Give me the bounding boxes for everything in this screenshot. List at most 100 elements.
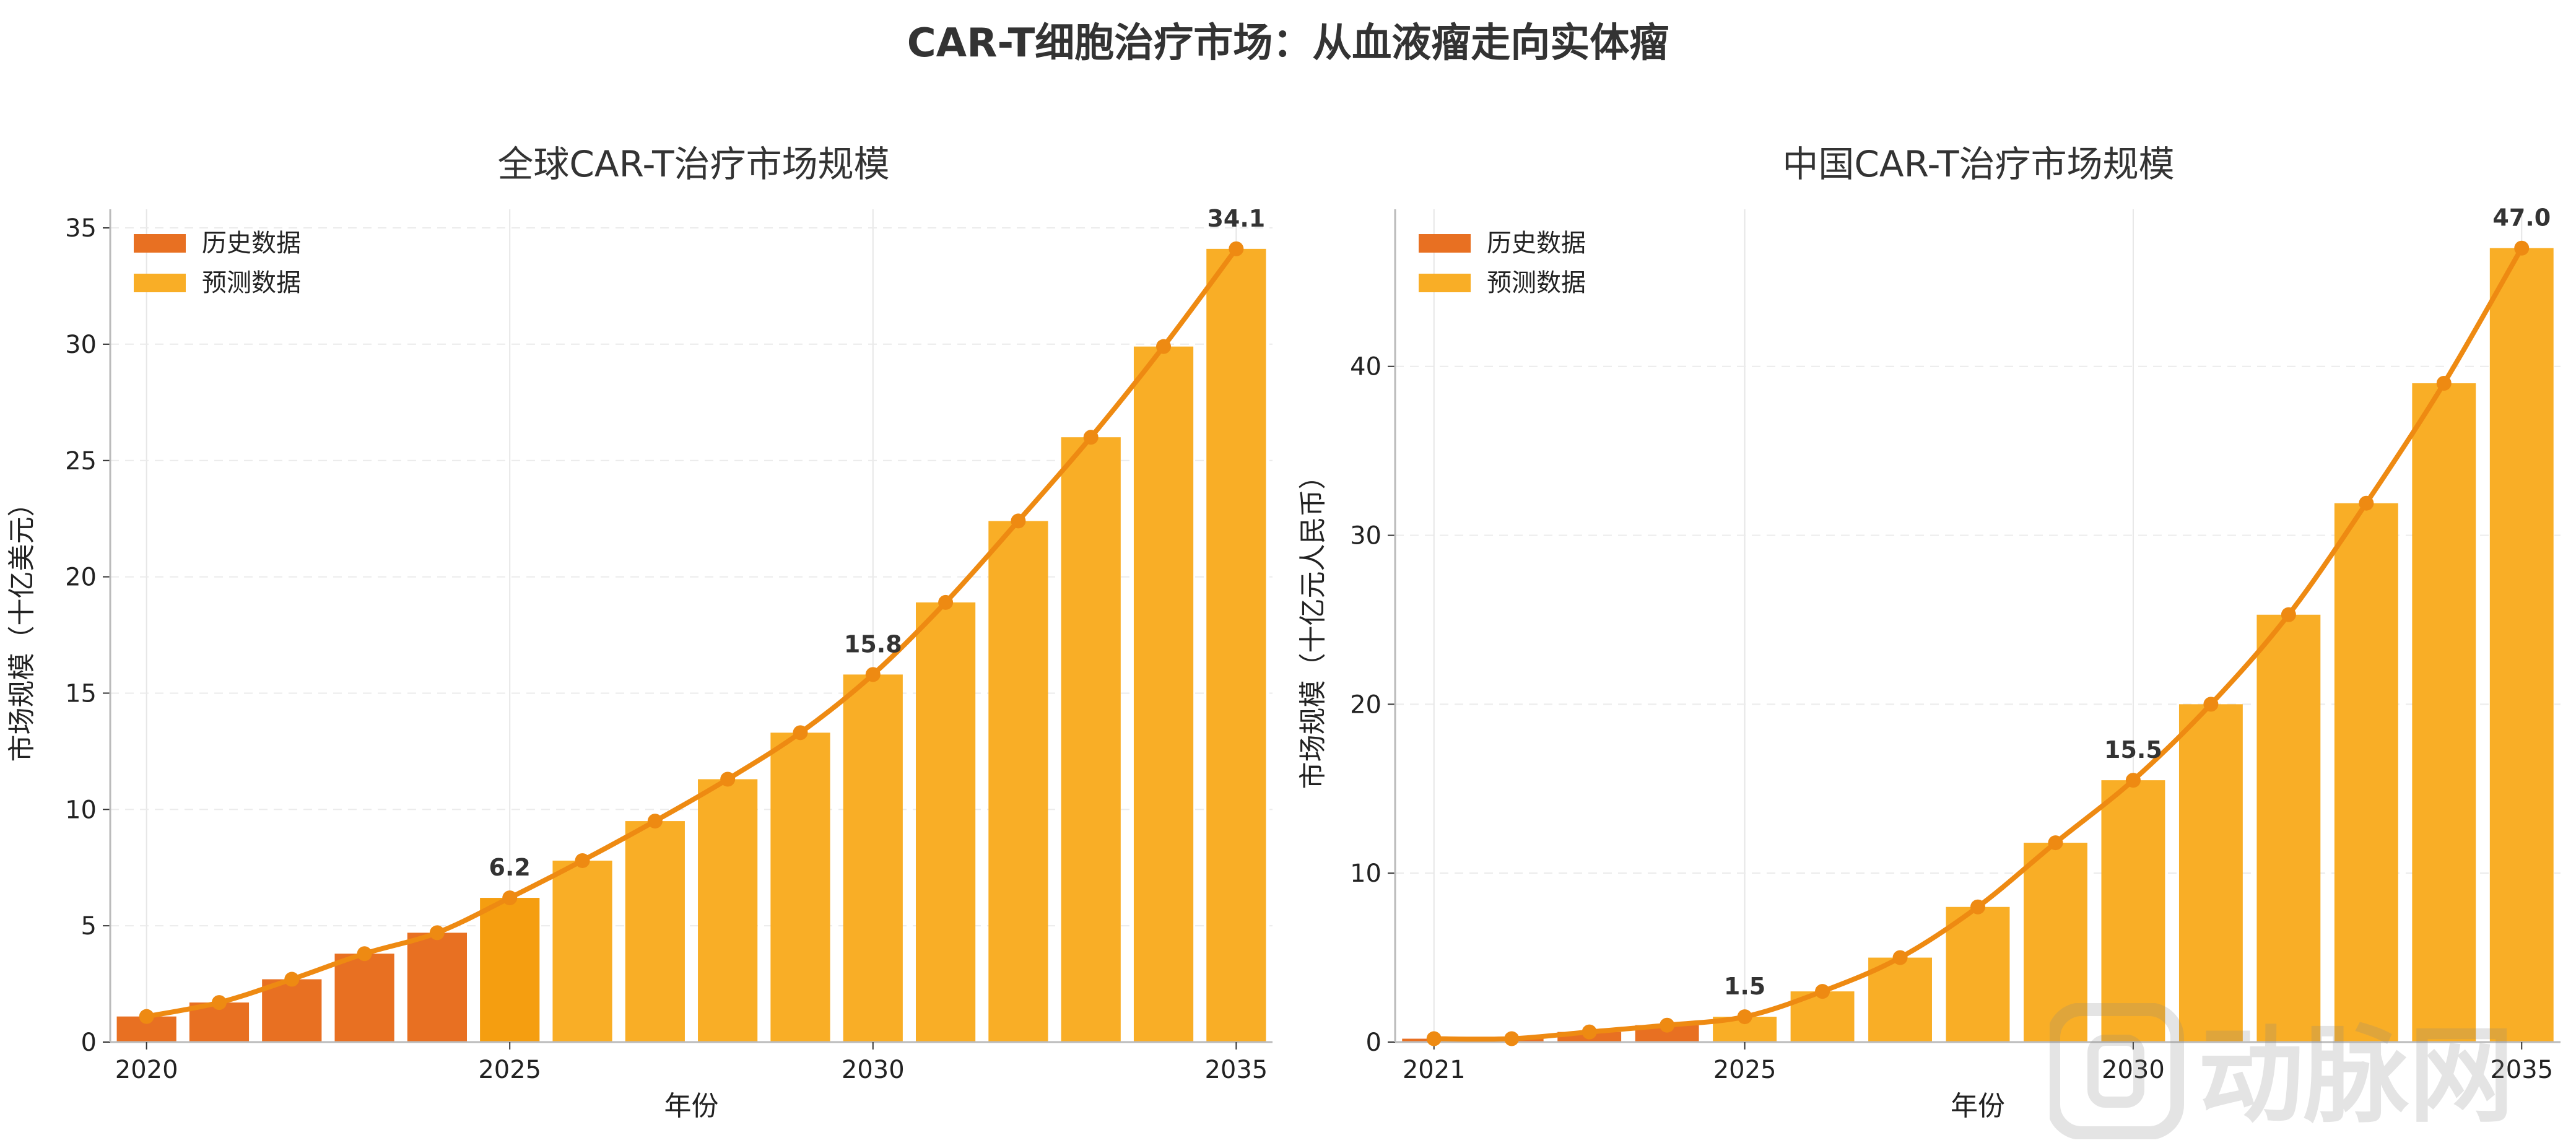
y-tick-label: 0 [81,1028,97,1057]
forecast-bar [480,898,540,1042]
trend-point [139,1009,154,1024]
forecast-bar [1868,957,1932,1042]
forecast-bar [1206,248,1266,1043]
data-label: 15.5 [2104,736,2162,763]
legend-swatch-forecast [134,274,186,292]
trend-point [2048,835,2063,851]
trend-point [1504,1031,1520,1046]
y-tick-label: 35 [65,214,97,243]
y-tick-label: 40 [1350,353,1382,381]
forecast-bar [625,821,685,1042]
main-title: CAR-T细胞治疗市场：从血液瘤走向实体瘤 [907,20,1669,66]
left-chart-title: 全球CAR-T治疗市场规模 [497,143,890,185]
trend-point [1737,1009,1752,1025]
forecast-bar [1061,437,1121,1042]
trend-point [2514,240,2530,256]
trend-point [1660,1017,1675,1033]
legend-label-forecast: 预测数据 [1487,269,1586,297]
trend-point [2125,773,2141,788]
y-tick-label: 20 [1350,690,1382,719]
x-tick-label: 2021 [1403,1056,1466,1084]
forecast-bar [770,732,830,1042]
trend-point [575,853,590,868]
historical-bar [262,979,322,1042]
trend-point [2436,376,2452,391]
y-tick-label: 30 [1350,522,1382,550]
trend-point [2359,495,2374,511]
trend-point [357,946,372,962]
x-tick-label: 2030 [842,1056,905,1084]
y-tick-label: 20 [65,563,97,592]
x-axis-title: 年份 [664,1090,719,1122]
x-tick-label: 2035 [1204,1056,1268,1084]
forecast-bar [2489,248,2554,1042]
y-axis-title: 市场规模（十亿美元） [6,490,38,762]
historical-bar [334,954,394,1042]
x-axis-title: 年份 [1951,1090,2005,1122]
forecast-bar [2024,843,2087,1042]
forecast-bar [1133,346,1194,1042]
y-tick-label: 15 [65,679,97,708]
trend-point [1011,513,1026,529]
y-tick-label: 25 [65,447,97,476]
forecast-bar [1946,906,2010,1042]
trend-point [429,925,445,941]
legend-swatch-historical [1419,234,1471,253]
forecast-bar [698,779,758,1042]
y-tick-label: 5 [81,912,97,941]
trend-point [1815,984,1830,999]
trend-point [1229,241,1244,256]
legend-swatch-historical [134,234,186,253]
x-tick-label: 2025 [1713,1056,1777,1084]
trend-point [211,995,227,1010]
trend-point [793,725,808,741]
watermark-text: 动脉网 [2198,1015,2514,1137]
legend-swatch-forecast [1419,274,1471,292]
legend-label-historical: 历史数据 [1487,229,1586,258]
trend-point [284,971,300,987]
legend-label-forecast: 预测数据 [202,269,301,297]
forecast-bar [915,602,976,1042]
x-tick-label: 2020 [115,1056,178,1084]
x-tick-label: 2035 [2490,1056,2553,1084]
trend-point [1892,950,1908,965]
watermark-logo-icon [2050,1003,2184,1139]
data-label: 6.2 [489,854,531,881]
historical-bar [407,932,468,1042]
data-label: 15.8 [844,630,902,658]
forecast-bar [2256,614,2321,1042]
y-tick-label: 30 [65,331,97,359]
y-tick-label: 10 [1350,859,1382,888]
watermark-logo: 动脉网 [2050,1003,2514,1139]
forecast-bar [988,521,1048,1042]
y-tick-label: 10 [65,796,97,824]
trend-point [938,594,954,610]
data-label: 1.5 [1724,973,1765,1000]
forecast-bar [2101,780,2165,1042]
trend-point [865,667,881,682]
trend-point [1083,430,1099,445]
trend-point [1582,1024,1597,1040]
trend-point [1156,339,1172,354]
trend-point [1426,1031,1442,1046]
trend-point [2281,607,2296,622]
x-tick-label: 2030 [2102,1056,2165,1084]
data-label: 34.1 [1207,205,1265,232]
data-label: 47.0 [2492,204,2551,232]
right-chart-title: 中国CAR-T治疗市场规模 [1782,143,2175,185]
legend-label-historical: 历史数据 [202,229,301,258]
y-axis-title: 市场规模（十亿元人民币） [1297,463,1329,789]
y-tick-label: 0 [1366,1028,1382,1057]
trend-point [647,814,663,829]
forecast-bar [2334,503,2398,1042]
trend-point [720,771,736,787]
forecast-bar [552,860,612,1042]
forecast-bar [2412,383,2476,1042]
forecast-bar [2178,704,2243,1042]
trend-point [1970,899,1985,915]
trend-point [502,890,518,906]
trend-point [2203,697,2219,712]
x-tick-label: 2025 [478,1056,541,1084]
